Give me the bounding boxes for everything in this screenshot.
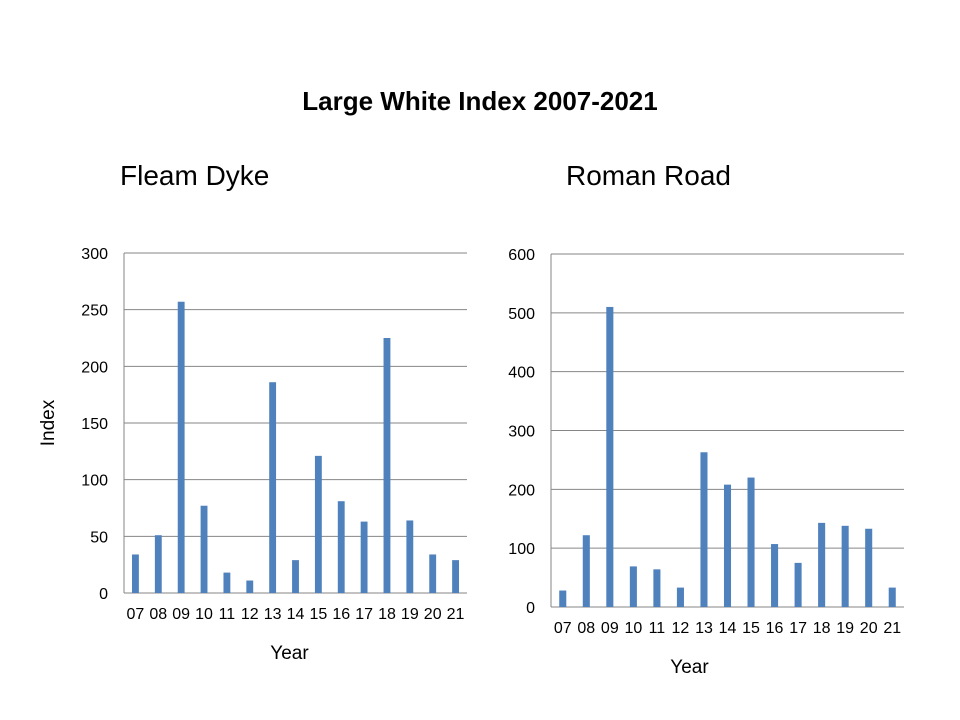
x-tick-label: 11 bbox=[219, 606, 236, 623]
bar bbox=[314, 455, 322, 593]
bar bbox=[747, 477, 755, 607]
bar bbox=[559, 590, 567, 607]
x-tick-label: 12 bbox=[672, 620, 690, 637]
y-tick-label: 150 bbox=[81, 416, 108, 433]
roman-road-title: Roman Road bbox=[566, 160, 731, 191]
x-tick-label: 19 bbox=[836, 620, 854, 637]
main-title: Large White Index 2007-2021 bbox=[302, 86, 658, 116]
bar bbox=[246, 580, 254, 593]
bar bbox=[606, 306, 614, 607]
x-tick-label: 21 bbox=[447, 606, 465, 623]
y-axis-label: Index bbox=[38, 399, 59, 446]
y-tick-label: 300 bbox=[508, 424, 535, 441]
x-tick-label: 15 bbox=[742, 620, 760, 637]
y-tick-label: 400 bbox=[508, 365, 535, 382]
bar bbox=[406, 520, 414, 593]
bar bbox=[429, 554, 437, 593]
x-tick-label: 08 bbox=[149, 606, 167, 623]
bar bbox=[723, 484, 732, 607]
x-tick-label: 09 bbox=[172, 606, 190, 623]
bar bbox=[700, 452, 708, 607]
bar bbox=[200, 505, 208, 593]
y-tick-label: 50 bbox=[90, 529, 108, 546]
x-tick-label: 13 bbox=[695, 620, 713, 637]
x-tick-label: 12 bbox=[241, 606, 259, 623]
bar bbox=[818, 522, 826, 607]
bar bbox=[865, 528, 873, 607]
x-tick-label: 18 bbox=[813, 620, 831, 637]
bar bbox=[676, 587, 684, 607]
x-tick-label: 15 bbox=[309, 606, 327, 623]
x-tick-label: 19 bbox=[401, 606, 419, 623]
x-tick-label: 13 bbox=[264, 606, 282, 623]
y-tick-label: 0 bbox=[526, 600, 535, 617]
x-tick-label: 21 bbox=[883, 620, 901, 637]
y-tick-label: 100 bbox=[81, 473, 108, 490]
x-tick-label: 07 bbox=[554, 620, 572, 637]
x-tick-label: 17 bbox=[355, 606, 373, 623]
fleam-dyke-title: Fleam Dyke bbox=[120, 160, 270, 191]
x-tick-label: 08 bbox=[577, 620, 595, 637]
bar bbox=[223, 572, 231, 593]
y-tick-label: 300 bbox=[81, 246, 108, 263]
bar bbox=[771, 544, 779, 607]
y-tick-label: 500 bbox=[508, 306, 535, 323]
x-tick-label: 07 bbox=[127, 606, 145, 623]
bar bbox=[360, 521, 368, 593]
x-tick-label: 09 bbox=[601, 620, 619, 637]
bar bbox=[132, 554, 139, 593]
bar bbox=[888, 587, 896, 607]
y-tick-label: 600 bbox=[508, 247, 535, 264]
bar bbox=[794, 562, 802, 607]
x-tick-label: 10 bbox=[624, 620, 642, 637]
x-axis-label: Year bbox=[270, 643, 309, 664]
bar bbox=[337, 501, 345, 593]
bar bbox=[383, 338, 391, 593]
y-tick-label: 200 bbox=[81, 359, 108, 376]
bar bbox=[269, 382, 277, 593]
x-tick-label: 14 bbox=[719, 620, 737, 637]
y-tick-label: 100 bbox=[508, 541, 535, 558]
x-tick-label: 14 bbox=[287, 606, 305, 623]
bar bbox=[154, 535, 162, 593]
x-tick-label: 20 bbox=[424, 606, 442, 623]
bar bbox=[629, 566, 637, 607]
x-tick-label: 16 bbox=[332, 606, 350, 623]
x-tick-label: 18 bbox=[378, 606, 396, 623]
y-tick-label: 250 bbox=[81, 303, 108, 320]
x-tick-label: 10 bbox=[195, 606, 213, 623]
bar bbox=[653, 569, 661, 607]
y-tick-label: 200 bbox=[508, 482, 535, 499]
x-axis-label: Year bbox=[670, 657, 709, 678]
bar bbox=[177, 301, 185, 593]
bar bbox=[582, 535, 590, 607]
y-tick-label: 0 bbox=[99, 586, 108, 603]
x-tick-label: 16 bbox=[766, 620, 784, 637]
x-tick-label: 17 bbox=[789, 620, 807, 637]
bar bbox=[292, 560, 299, 593]
bar bbox=[841, 525, 849, 607]
x-tick-label: 11 bbox=[649, 620, 666, 637]
x-tick-label: 20 bbox=[860, 620, 878, 637]
bar bbox=[452, 560, 459, 593]
